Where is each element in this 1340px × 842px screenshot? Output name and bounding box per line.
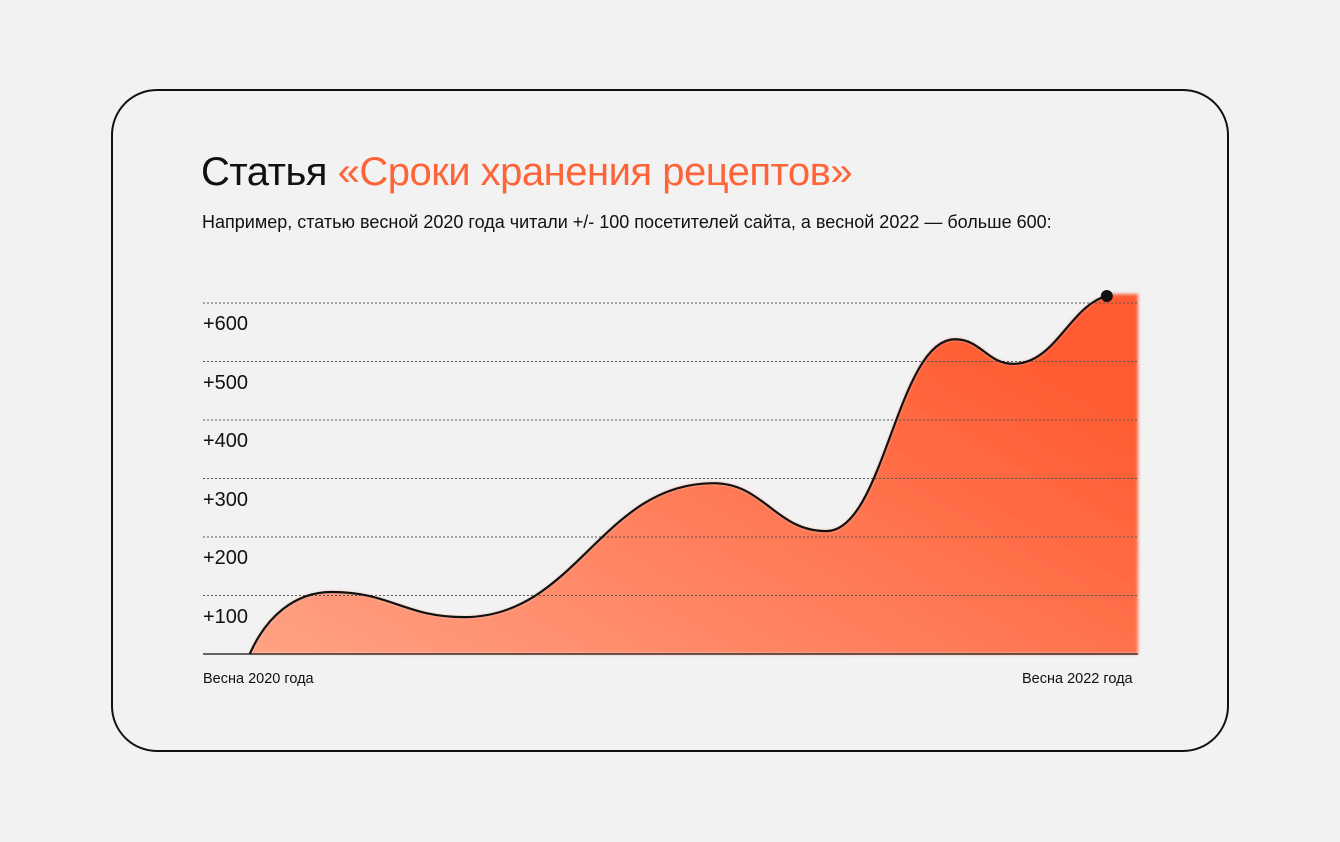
title-prefix: Статья <box>201 150 327 194</box>
title-accent: «Сроки хранения рецептов» <box>337 150 853 194</box>
chart-subtitle: Например, статью весной 2020 года читали… <box>202 212 1052 232</box>
y-tick-label: +200 <box>203 547 249 569</box>
y-tick-label: +100 <box>203 605 249 628</box>
area-fill <box>249 293 1138 654</box>
chart-card <box>111 89 1229 752</box>
x-tick-label-end: Весна 2022 года <box>1022 671 1133 687</box>
series-line <box>248 294 1108 655</box>
y-tick-label: +300 <box>203 488 249 511</box>
y-tick-label: +400 <box>203 430 249 452</box>
y-tick-label: +500 <box>203 371 249 394</box>
highlight-point <box>1100 289 1113 302</box>
x-tick-label-start: Весна 2020 года <box>203 671 314 687</box>
y-tick-label: +600 <box>203 313 249 335</box>
chart-title: Статья «Сроки хранения рецептов» <box>201 150 853 195</box>
